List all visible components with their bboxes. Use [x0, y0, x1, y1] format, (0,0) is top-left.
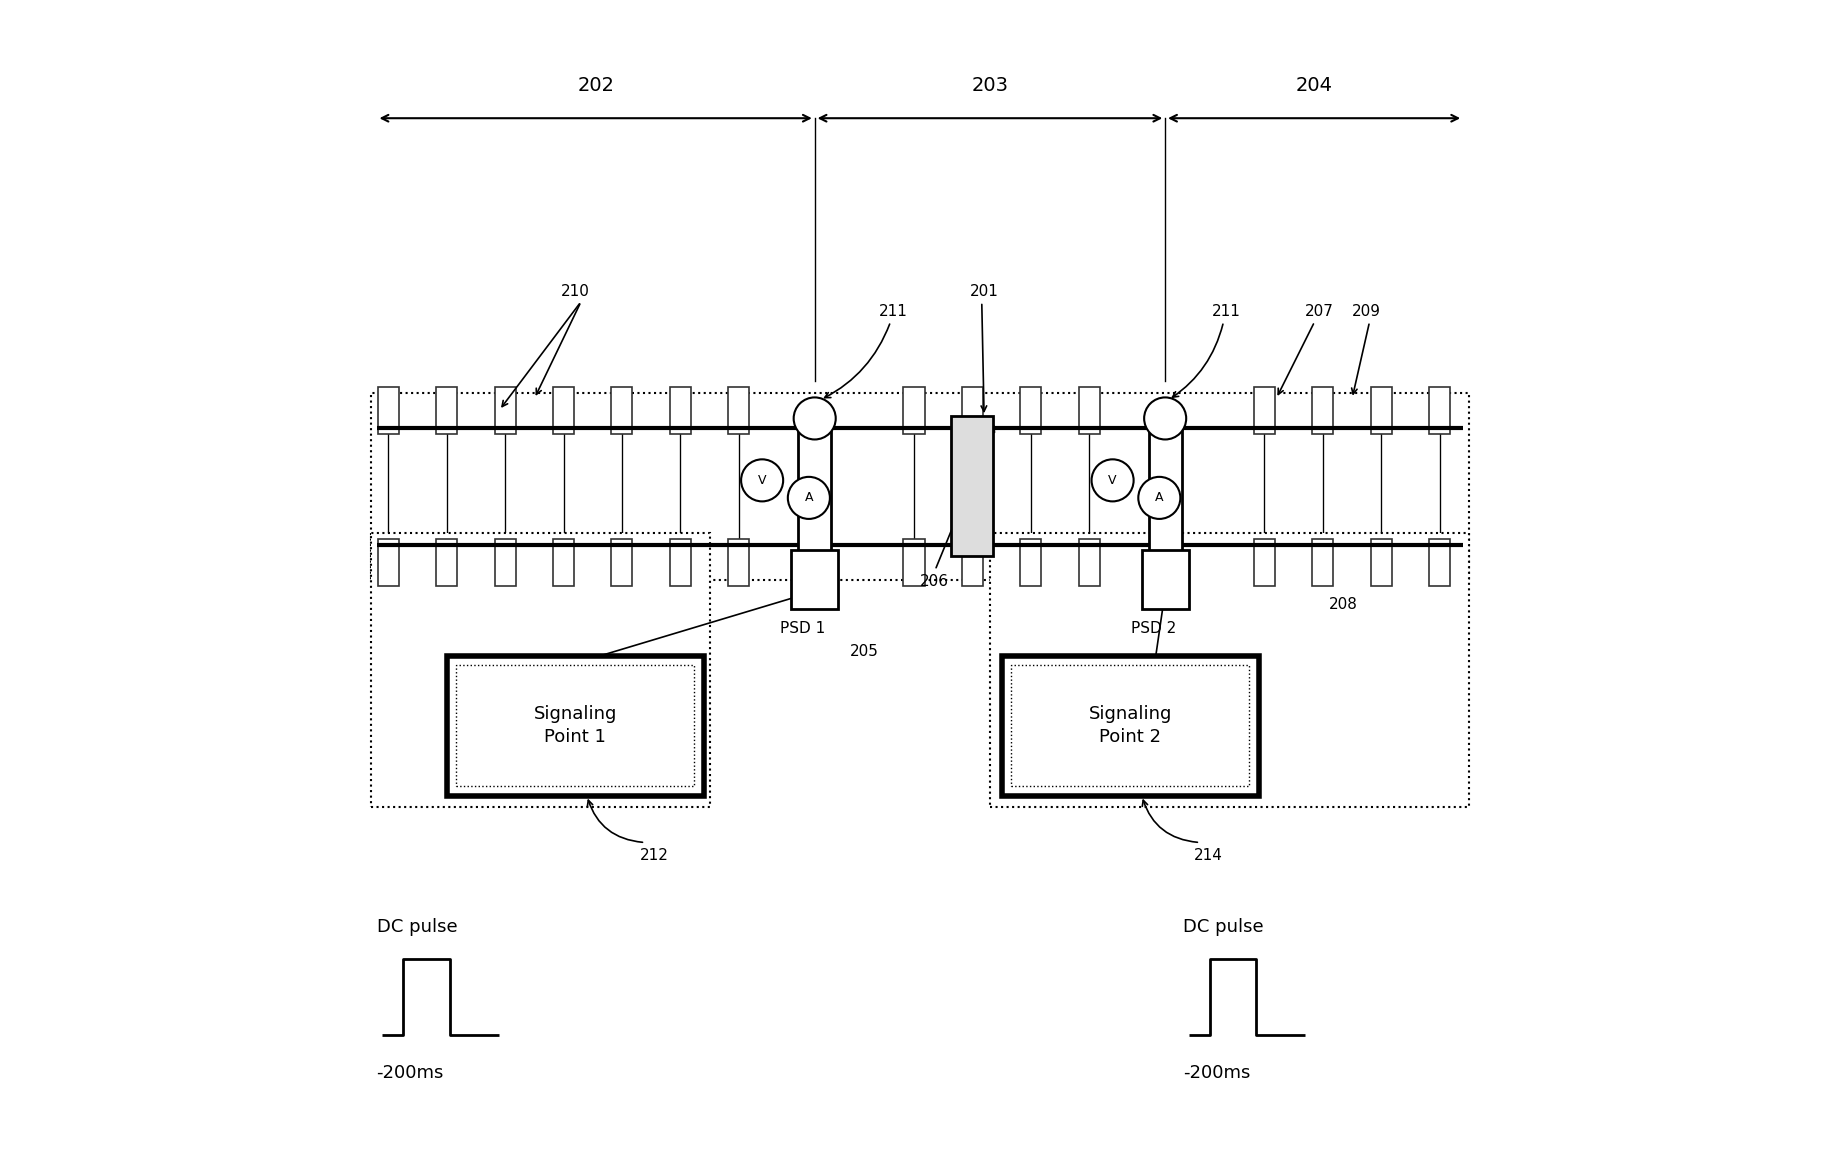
Circle shape: [1091, 459, 1133, 501]
Text: 204: 204: [1296, 76, 1333, 95]
Bar: [1371, 386, 1391, 433]
Bar: [1313, 539, 1333, 586]
Text: 203: 203: [971, 76, 1009, 95]
Bar: [1313, 386, 1333, 433]
Bar: [728, 539, 749, 586]
Circle shape: [740, 459, 782, 501]
Bar: [437, 386, 457, 433]
Text: Signaling
Point 1: Signaling Point 1: [534, 705, 616, 746]
Bar: [903, 386, 925, 433]
Bar: [554, 539, 574, 586]
Bar: [1079, 386, 1100, 433]
Text: 214: 214: [1194, 848, 1223, 863]
Bar: [437, 539, 457, 586]
Bar: [1002, 656, 1259, 796]
Text: 202: 202: [578, 76, 614, 95]
Text: 206: 206: [919, 574, 949, 589]
Circle shape: [788, 477, 830, 519]
Bar: [1254, 539, 1274, 586]
Bar: [611, 539, 632, 586]
Text: -200ms: -200ms: [1183, 1064, 1250, 1082]
Text: A: A: [1155, 492, 1164, 505]
Bar: [1429, 539, 1450, 586]
Bar: [1429, 386, 1450, 433]
Bar: [903, 539, 925, 586]
Bar: [1020, 386, 1042, 433]
Bar: [962, 386, 983, 433]
Text: -200ms: -200ms: [377, 1064, 444, 1082]
Text: PSD 1: PSD 1: [781, 621, 826, 636]
Bar: [1148, 418, 1181, 554]
Text: 212: 212: [640, 848, 669, 863]
Bar: [792, 550, 837, 609]
Text: DC pulse: DC pulse: [1183, 918, 1263, 936]
Bar: [962, 539, 983, 586]
Bar: [1020, 539, 1042, 586]
Bar: [611, 386, 632, 433]
Text: 208: 208: [1329, 597, 1358, 612]
Text: V: V: [759, 474, 766, 487]
Text: 201: 201: [971, 285, 998, 300]
Bar: [728, 386, 749, 433]
Text: V: V: [1108, 474, 1117, 487]
Bar: [1371, 539, 1391, 586]
Circle shape: [1144, 397, 1186, 439]
Bar: [991, 533, 1470, 808]
Bar: [1011, 665, 1249, 787]
Bar: [446, 656, 704, 796]
Bar: [495, 539, 515, 586]
Text: A: A: [804, 492, 813, 505]
Bar: [669, 539, 691, 586]
Bar: [799, 418, 832, 554]
Bar: [378, 386, 399, 433]
Bar: [554, 386, 574, 433]
Bar: [669, 386, 691, 433]
Circle shape: [1139, 477, 1181, 519]
Text: 205: 205: [850, 644, 879, 659]
Text: 207: 207: [1305, 304, 1334, 320]
Text: Signaling
Point 2: Signaling Point 2: [1088, 705, 1172, 746]
Text: 211: 211: [1212, 304, 1241, 320]
Bar: [495, 386, 515, 433]
Bar: [378, 539, 399, 586]
Circle shape: [793, 397, 835, 439]
Bar: [371, 392, 1470, 580]
Bar: [1142, 550, 1188, 609]
Bar: [951, 416, 993, 556]
Text: 211: 211: [879, 304, 909, 320]
Bar: [371, 533, 709, 808]
Bar: [1079, 539, 1100, 586]
Text: 209: 209: [1353, 304, 1382, 320]
Text: PSD 2: PSD 2: [1132, 621, 1175, 636]
Bar: [455, 665, 695, 787]
Text: DC pulse: DC pulse: [377, 918, 457, 936]
Bar: [1254, 386, 1274, 433]
Text: 210: 210: [561, 285, 590, 300]
